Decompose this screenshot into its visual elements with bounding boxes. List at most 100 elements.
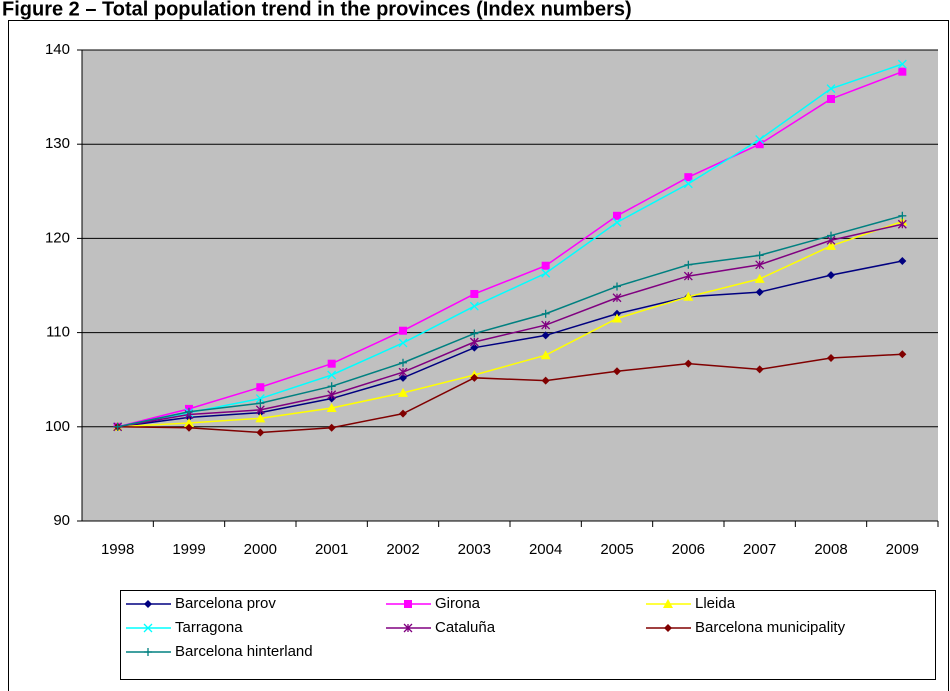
marker	[755, 288, 764, 297]
marker	[327, 370, 337, 380]
legend-marker	[663, 599, 673, 608]
x-tick-label: 2001	[315, 541, 348, 558]
marker	[255, 394, 265, 403]
marker	[683, 179, 693, 189]
legend-label: Barcelona prov	[175, 595, 276, 612]
y-tick-label: 100	[45, 418, 70, 435]
marker	[612, 217, 622, 227]
chart-title: Figure 2 – Total population trend in the…	[2, 0, 632, 20]
y-tick-label: 110	[46, 324, 70, 341]
marker	[898, 257, 907, 266]
marker	[469, 301, 479, 311]
x-tick-label: 2005	[600, 541, 633, 558]
marker	[613, 282, 621, 291]
marker	[827, 354, 835, 363]
series-line	[117, 353, 903, 434]
legend-label: Barcelona municipality	[695, 619, 846, 636]
marker	[827, 231, 835, 240]
marker	[754, 273, 765, 283]
marker	[612, 293, 622, 303]
marker	[826, 84, 836, 94]
marker	[113, 422, 122, 431]
marker	[185, 407, 193, 416]
marker	[399, 409, 407, 418]
marker	[470, 289, 479, 298]
x-tick-label: 2000	[244, 541, 277, 558]
legend-marker	[144, 648, 152, 656]
marker	[612, 313, 622, 323]
marker	[897, 219, 907, 229]
marker	[399, 358, 407, 367]
marker	[256, 428, 265, 437]
marker	[684, 260, 693, 269]
legend-label: Tarragona	[175, 619, 243, 636]
marker	[185, 423, 193, 432]
marker	[398, 387, 408, 397]
x-tick-label: 2007	[743, 541, 776, 558]
marker	[256, 399, 265, 408]
marker	[755, 365, 764, 374]
marker	[898, 67, 907, 76]
marker	[683, 271, 693, 281]
legend-label: Barcelona hinterland	[175, 643, 313, 660]
marker	[398, 367, 408, 377]
y-tick-label: 120	[45, 229, 70, 246]
marker	[541, 331, 550, 340]
marker	[541, 320, 551, 330]
marker	[684, 173, 693, 182]
marker	[898, 211, 907, 220]
marker	[327, 359, 336, 368]
marker	[684, 359, 693, 368]
marker	[327, 423, 336, 432]
marker	[827, 94, 835, 103]
marker	[327, 390, 337, 400]
legend-marker	[144, 600, 152, 608]
legend-marker	[403, 623, 413, 633]
marker	[755, 135, 765, 144]
marker	[398, 338, 408, 348]
x-tick-label: 1999	[172, 541, 205, 558]
series-line	[117, 63, 903, 428]
x-tick-label: 2004	[529, 541, 562, 558]
x-tick-label: 2002	[386, 541, 419, 558]
marker	[470, 373, 479, 382]
marker	[326, 402, 337, 412]
marker	[327, 382, 336, 391]
marker	[540, 350, 551, 360]
marker	[613, 367, 621, 376]
marker	[897, 59, 907, 69]
legend-label: Lleida	[695, 595, 736, 612]
x-tick-label: 2009	[886, 541, 919, 558]
y-tick-label: 90	[53, 512, 70, 529]
marker	[826, 240, 836, 250]
marker	[399, 373, 407, 382]
x-tick-label: 1998	[101, 541, 134, 558]
marker	[541, 309, 550, 318]
series-line	[117, 215, 903, 428]
series-line	[117, 223, 903, 428]
x-tick-label: 2006	[672, 541, 705, 558]
x-tick-label: 2008	[814, 541, 847, 558]
marker	[184, 418, 194, 428]
legend-marker	[143, 623, 153, 633]
marker	[827, 271, 835, 280]
legend-marker	[404, 600, 412, 608]
marker	[755, 140, 764, 149]
marker	[755, 260, 765, 270]
marker	[541, 268, 551, 278]
marker	[541, 376, 550, 385]
x-tick-label: 2003	[458, 541, 491, 558]
marker	[898, 350, 907, 359]
series-line	[117, 70, 903, 428]
series-line	[117, 220, 903, 428]
legend	[120, 590, 936, 680]
plot-area	[82, 50, 938, 521]
marker	[541, 261, 550, 270]
marker	[755, 251, 764, 260]
marker	[613, 211, 621, 220]
marker	[399, 326, 407, 335]
legend-marker	[664, 624, 672, 632]
y-tick-label: 140	[45, 41, 70, 58]
